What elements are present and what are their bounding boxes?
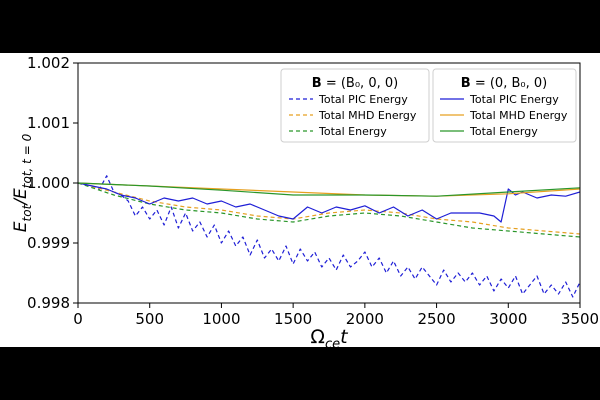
legend-label: Total PIC Energy <box>469 93 559 106</box>
legend-title: B = (B₀, 0, 0) <box>312 76 398 91</box>
legend-b0-y: B = (0, B₀, 0) Total PIC Energy Total MH… <box>432 68 577 143</box>
x-tick-label: 1500 <box>274 310 312 328</box>
legend-title: B = (0, B₀, 0) <box>461 76 547 91</box>
y-axis-label: Etot/Etot, t = 0 <box>11 133 34 232</box>
x-tick-label: 0 <box>73 310 83 328</box>
y-axis: 0.998 0.999 1.000 1.001 1.002 <box>27 54 78 312</box>
y-tick-label: 1.002 <box>27 54 70 72</box>
series-line-by-total-mhd-energy <box>78 182 580 197</box>
x-tick-label: 3500 <box>561 310 599 328</box>
legend-label: Total PIC Energy <box>318 93 408 106</box>
series-line-bx-total-mhd-energy <box>78 182 580 235</box>
legend-label: Total MHD Energy <box>318 109 417 122</box>
series-layer <box>78 175 580 298</box>
series-line-by-total-energy <box>78 182 580 197</box>
energy-chart: 0 500 1000 1500 2000 2500 3000 3500 0.998 0.999 1… <box>11 54 599 352</box>
x-axis: 0 500 1000 1500 2000 2500 3000 3500 <box>73 303 599 328</box>
y-tick-label: 0.998 <box>27 294 70 312</box>
figure: 0 500 1000 1500 2000 2500 3000 3500 0.998 0.999 1… <box>0 53 600 352</box>
y-tick-label: 0.999 <box>27 234 70 252</box>
series-line-bx-total-pic-energy <box>78 175 580 298</box>
legend-b0-x: B = (B₀, 0, 0) Total PIC Energy Total MH… <box>280 68 430 143</box>
y-tick-label: 1.001 <box>27 114 70 132</box>
x-tick-label: 500 <box>135 310 164 328</box>
x-axis-label: Ωcet <box>310 326 349 347</box>
x-tick-label: 3000 <box>489 310 527 328</box>
legend-label: Total MHD Energy <box>469 109 568 122</box>
series-line-by-total-pic-energy <box>78 182 580 223</box>
x-tick-label: 2500 <box>417 310 455 328</box>
series-line-bx-total-energy <box>78 182 580 238</box>
legend-box <box>280 68 430 143</box>
legend-box <box>432 68 577 143</box>
legend-label: Total Energy <box>469 125 538 138</box>
y-tick-label: 1.000 <box>27 174 70 192</box>
x-tick-label: 1000 <box>202 310 240 328</box>
x-tick-label: 2000 <box>346 310 384 328</box>
legend-label: Total Energy <box>318 125 387 138</box>
